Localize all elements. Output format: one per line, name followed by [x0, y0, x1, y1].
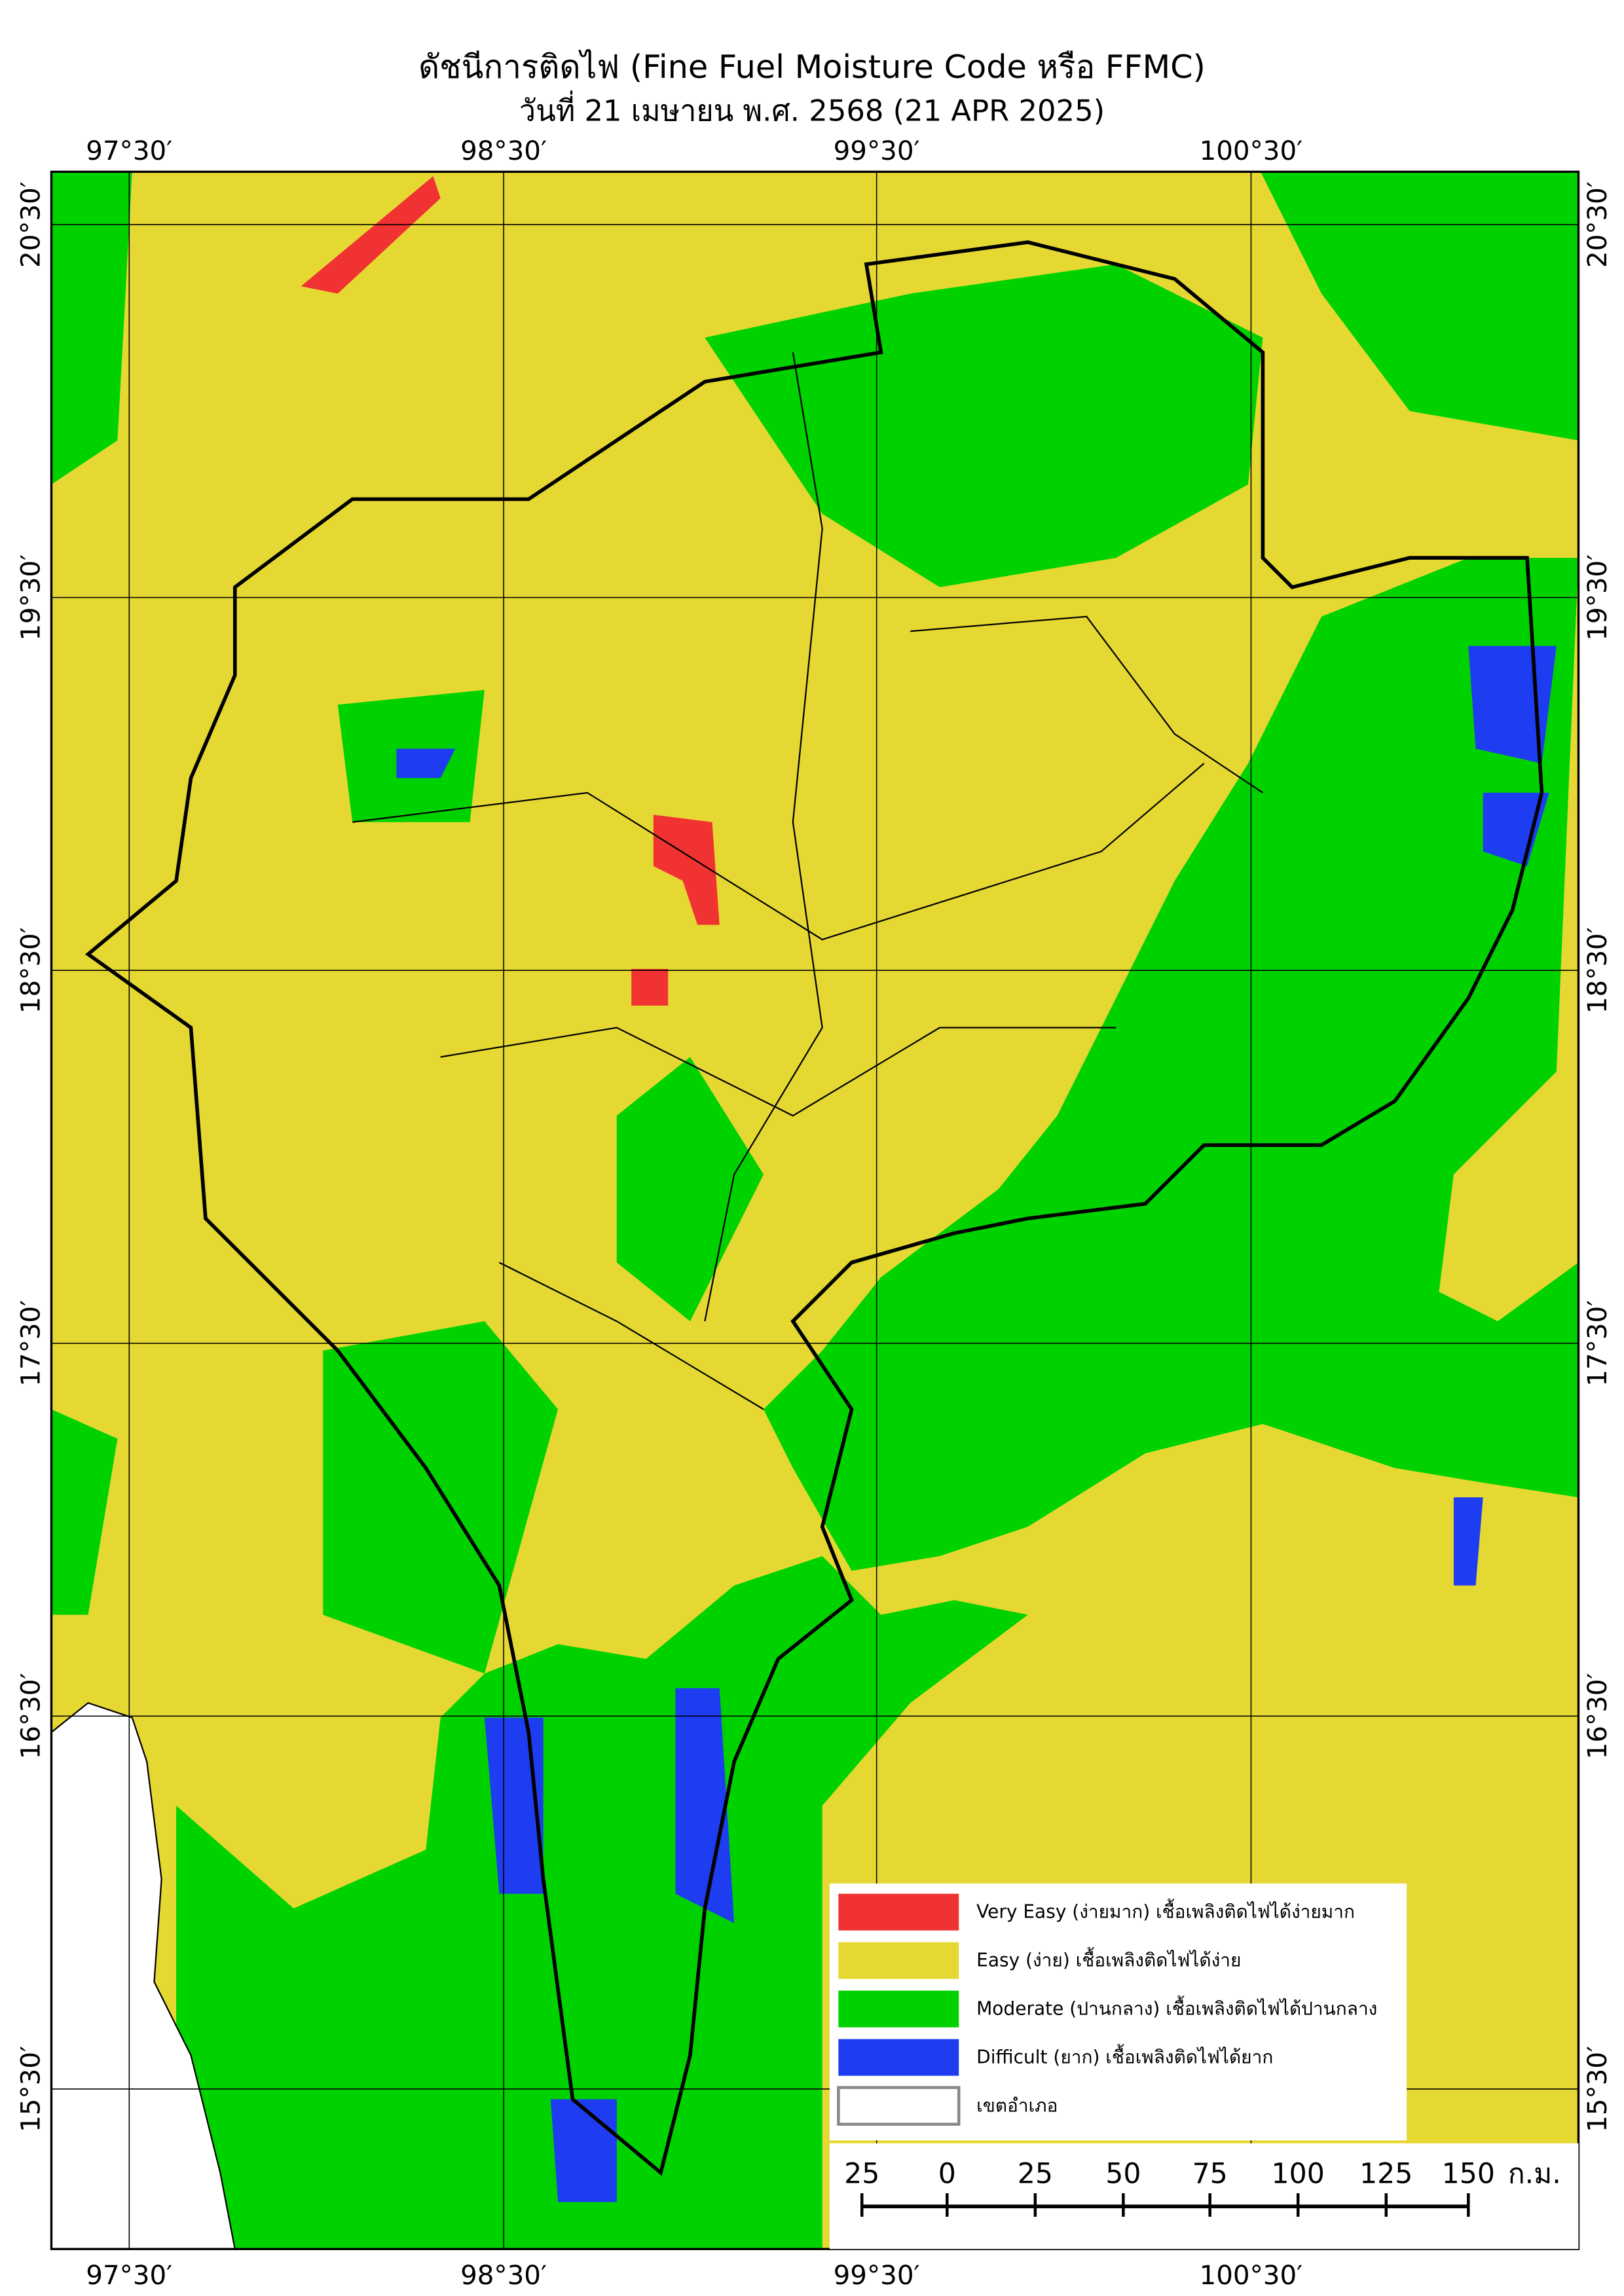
lat-label: 18°30′: [1582, 927, 1613, 1013]
lon-label: 100°30′: [1200, 2260, 1303, 2291]
title: ดัชนีการติดไฟ (Fine Fuel Moisture Code ห…: [418, 48, 1206, 86]
lat-label: 20°30′: [1582, 181, 1613, 268]
legend-swatch: [838, 1893, 959, 1931]
lat-label: 19°30′: [15, 555, 46, 641]
map-area: [51, 172, 1579, 2250]
scale-label: 25: [1018, 2158, 1053, 2191]
legend-swatch: [837, 2086, 961, 2126]
lat-label: 15°30′: [1582, 2046, 1613, 2132]
lat-label: 20°30′: [15, 181, 46, 268]
lat-label: 15°30′: [15, 2046, 46, 2132]
province-boundary: [84, 240, 1544, 2176]
legend-swatch: [838, 1942, 959, 1979]
lon-label: 98°30′: [460, 2260, 547, 2291]
legend-label: Very Easy (ง่ายมาก) เชื้อเพลิงติดไฟได้ง่…: [976, 1899, 1355, 1923]
sea: [51, 1702, 236, 2250]
scale-label: 150: [1442, 2158, 1495, 2191]
lon-label: 99°30′: [834, 136, 920, 166]
legend-swatch: [838, 1990, 959, 2028]
scale-label: 125: [1359, 2158, 1412, 2191]
legend-label: Moderate (ปานกลาง) เชื้อเพลิงติดไฟได้ปาน…: [976, 1995, 1377, 2020]
graticule: [51, 172, 1579, 2250]
scale-label: 75: [1192, 2158, 1228, 2191]
scale-bar-box: [829, 2143, 1579, 2250]
lat-label: 18°30′: [15, 927, 46, 1013]
district-boundaries: [352, 352, 1264, 1410]
very-easy-areas: [301, 176, 720, 1006]
legend-label: Easy (ง่าย) เชื้อเพลิงติดไฟได้ง่าย: [976, 1947, 1241, 1971]
lon-label: 97°30′: [86, 2260, 172, 2291]
legend-label: Difficult (ยาก) เชื้อเพลิงติดไฟได้ยาก: [976, 2044, 1273, 2068]
scale-label: 100: [1272, 2158, 1325, 2191]
scale-label: 0: [938, 2158, 956, 2191]
map-frame: [50, 170, 1580, 2250]
lat-label: 17°30′: [15, 1300, 46, 1387]
lon-label: 98°30′: [460, 136, 547, 166]
scale-label: 50: [1105, 2158, 1141, 2191]
lat-label: 17°30′: [1582, 1300, 1613, 1387]
lon-label: 99°30′: [834, 2260, 920, 2291]
moderate-areas: [51, 172, 1579, 2250]
lat-label: 16°30′: [15, 1673, 46, 1759]
scale-unit: ก.ม.: [1508, 2158, 1561, 2191]
subtitle: วันที่ 21 เมษายน พ.ศ. 2568 (21 APR 2025): [519, 90, 1105, 128]
difficult-areas: [396, 646, 1557, 2202]
lat-label: 16°30′: [1582, 1673, 1613, 1759]
legend-label: เขตอำเภอ: [976, 2095, 1058, 2117]
lon-label: 97°30′: [86, 136, 172, 166]
scale-label: 25: [844, 2158, 879, 2191]
lon-label: 100°30′: [1200, 136, 1303, 166]
lat-label: 19°30′: [1582, 555, 1613, 641]
legend-swatch: [838, 2039, 959, 2076]
